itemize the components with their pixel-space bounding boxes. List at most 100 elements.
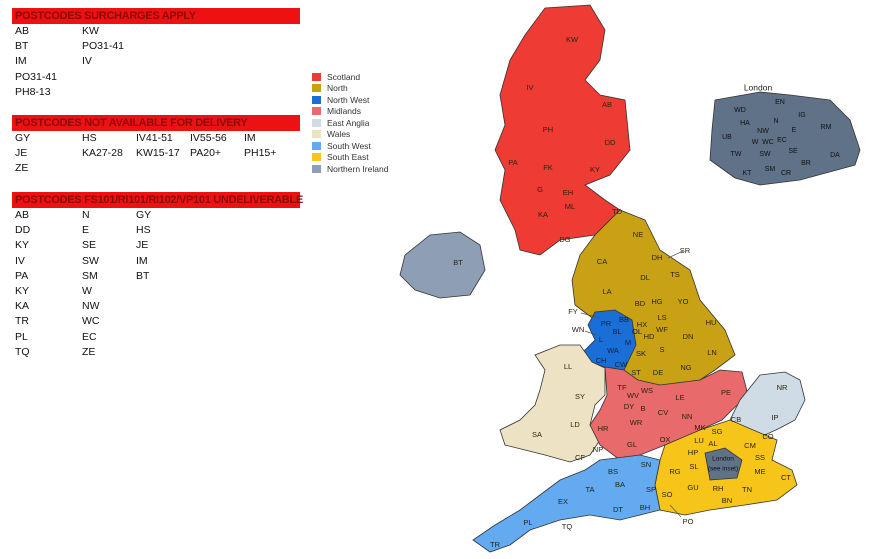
region-eastanglia [729,371,806,436]
postcode-label-sk: SK [636,349,646,358]
postcode-cell: IV41-51 [136,132,173,144]
postcode-label-hu: HU [706,318,717,327]
postcode-cell: N [82,209,90,221]
postcode-label-wf: WF [656,325,668,334]
postcode-label-po: PO [683,517,694,526]
postcode-label-cb: CB [731,415,741,424]
postcode-label-ba: BA [615,480,625,489]
postcode-cell: IM [15,55,27,68]
postcode-label-ch: CH [596,356,607,365]
postcode-label-dl: DL [640,273,650,282]
postcode-cell: TR [15,315,29,328]
legend-label: Northern Ireland [327,163,389,174]
postcode-label-dh: DH [652,253,663,262]
region-northernireland [399,231,486,299]
postcode-label-ab: AB [602,100,612,109]
postcode-cell: ZE [15,162,29,175]
london-postcode-label: EN [775,99,785,106]
legend-item: Northern Ireland [312,163,388,175]
leader-line [584,330,597,336]
legend-swatch [312,130,321,139]
london-postcode-label: UB [722,134,732,141]
postcode-label-cw: CW [615,360,628,369]
postcode-label-ts: TS [670,270,680,279]
postcode-label-hr: HR [598,424,609,433]
legend-item: Scotland [312,71,388,83]
postcode-cell: BT [15,40,29,53]
london-postcode-label: IG [798,112,805,119]
legend-swatch [312,84,321,93]
leader-line [580,312,601,319]
postcode-label-ta: TA [585,485,594,494]
postcode-cell: KW15-17 [136,147,180,160]
legend-item: Wales [312,129,388,141]
postcode-label-lu: LU [694,436,704,445]
postcode-label-sr: SR [680,246,691,255]
postcode-label-ph: PH [543,125,553,134]
postcode-label-nn: NN [682,412,693,421]
postcode-label-wr: WR [630,418,643,427]
postcode-label-pr: PR [601,319,612,328]
legend-label: Midlands [327,106,362,117]
postcode-cell: PL [15,330,28,343]
postcode-label-ml: ML [565,202,575,211]
postcode-label-ct: CT [781,473,791,482]
postcode-cell: W [82,284,92,297]
postcode-label-bn: BN [722,496,732,505]
london-inset [709,91,861,186]
postcode-cell: PH8-13 [15,85,51,98]
postcode-label-so: SO [662,490,673,499]
london-note: (see inset) [708,466,738,473]
legend-item: North [312,83,388,95]
postcode-label-sy: SY [575,392,585,401]
postcode-label-tn: TN [742,485,752,494]
postcode-label-la: LA [602,287,611,296]
region-london [704,447,743,481]
postcode-label-ol: OL [632,327,642,336]
postcode-cell: PO31-41 [82,40,125,53]
postcode-cell: JE [15,147,28,160]
legend-label: Scotland [327,71,361,82]
postcode-label-co: CO [762,432,773,441]
postcode-label-hd: HD [644,332,655,341]
postcode-label-ng: NG [680,363,691,372]
postcode-label-pl: PL [523,518,532,527]
postcode-label-sa: SA [532,430,542,439]
london-postcode-label: SM [765,166,776,173]
postcode-cell: DD [15,224,31,237]
postcode-label-wn: WN [572,325,585,334]
london-postcode-label: KT [743,170,753,177]
postcode-cell: TQ [15,345,30,358]
postcode-label-dy: DY [624,402,634,411]
legend-label: South East [327,152,369,163]
undeliverable-header: POSTCODES FS101/RI101/RI102/VP101 UNDELI… [12,192,303,208]
postcode-cell: EC [82,330,97,343]
postcode-label-dd: DD [605,138,616,147]
postcode-label-s: S [659,345,664,354]
london-postcode-label: WD [734,107,746,114]
not-available-table: GY HS IV41-51 IV55-56 IM JE KA27-28 KW15-17 PA20… [12,131,300,177]
postcode-label-tq: TQ [562,522,573,531]
legend-label: Wales [327,129,351,140]
map-legend: Scotland North North West Midlands East Angl… [312,71,388,175]
legend-swatch [312,141,321,150]
postcode-label-g: G [537,185,543,194]
postcode-label-b: B [640,404,645,413]
postcode-label-iv: IV [526,83,533,92]
postcode-label-gu: GU [687,483,698,492]
postcode-cell: AB [15,25,30,37]
london-postcode-label: NW [757,128,769,135]
postcode-label-fk: FK [543,163,553,172]
london-postcode-label: BR [801,160,811,167]
london-postcode-label: HA [740,120,750,127]
postcode-cell: IV [82,55,92,68]
postcode-label-sl: SL [689,462,698,471]
postcode-label-eh: EH [563,188,573,197]
postcode-cell: GY [136,209,152,221]
not-available-header: POSTCODES NOT AVAILABLE FOR DELIVERY [12,115,300,131]
postcode-cell: KA27-28 [82,147,123,160]
postcode-cell: PA [15,269,29,282]
not-available-section: POSTCODES NOT AVAILABLE FOR DELIVERY GY H… [12,115,300,177]
